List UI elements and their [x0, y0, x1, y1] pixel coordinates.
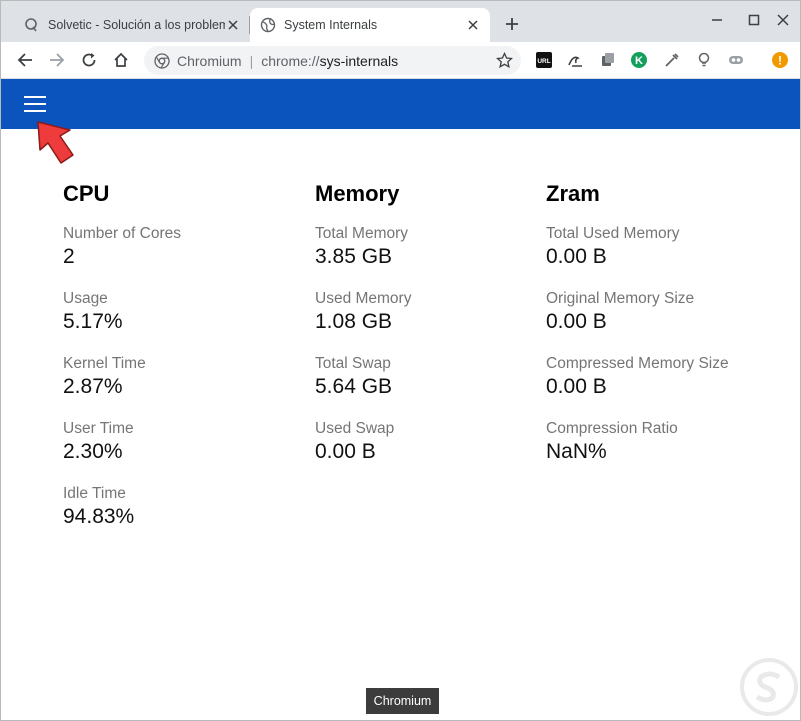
svg-text:URL: URL: [537, 58, 550, 65]
cpu-section: CPU Number of Cores 2 Usage 5.17% Kernel T…: [63, 181, 181, 549]
close-icon[interactable]: [465, 17, 481, 33]
copy-extension-icon[interactable]: [599, 51, 617, 69]
close-icon: [777, 14, 789, 26]
chromium-icon: [154, 52, 170, 69]
bulb-extension-icon[interactable]: [695, 51, 713, 69]
pointer-arrow-icon: [37, 121, 74, 164]
metric-usage: Usage 5.17%: [63, 290, 123, 333]
metric-idle-time: Idle Time 94.83%: [63, 485, 135, 528]
metric-user-time: User Time 2.30%: [63, 420, 134, 463]
alert-extension-icon[interactable]: !: [771, 51, 789, 69]
eyedropper-extension-icon[interactable]: [663, 51, 681, 69]
metric-number-of-cores: Number of Cores 2: [63, 225, 182, 268]
watermark-logo-icon: [740, 658, 798, 716]
url-scheme: chrome://: [261, 52, 320, 69]
minimize-icon: [712, 19, 722, 21]
tab-solvetic[interactable]: Solvetic - Solución a los problem: [14, 8, 250, 42]
section-title: Zram: [546, 181, 600, 206]
tab-strip: Solvetic - Solución a los problem System…: [1, 1, 800, 42]
maximize-icon: [748, 14, 760, 26]
solvetic-icon: [24, 17, 40, 33]
forward-button[interactable]: [45, 48, 69, 72]
address-separator: |: [249, 52, 254, 69]
tab-title: System Internals: [284, 18, 378, 32]
minimize-button[interactable]: [707, 10, 727, 30]
url-extension-icon[interactable]: URL: [535, 51, 553, 69]
tab-system-internals[interactable]: System Internals: [250, 8, 490, 42]
wave-extension-icon[interactable]: [567, 51, 585, 69]
metric-kernel-time: Kernel Time 2.87%: [63, 355, 146, 398]
metric-used-memory: Used Memory 1.08 GB: [315, 290, 412, 333]
tooltip: Chromium: [366, 688, 439, 714]
forward-arrow-icon: [50, 53, 65, 67]
plus-icon: [506, 18, 518, 30]
tab-divider: [249, 16, 250, 34]
k-extension-icon[interactable]: K: [630, 51, 648, 69]
section-title: CPU: [63, 181, 110, 206]
metric-compressed-memory-size: Compressed Memory Size 0.00 B: [546, 355, 729, 398]
close-icon[interactable]: [225, 17, 241, 33]
metric-compression-ratio: Compression Ratio NaN%: [546, 420, 678, 463]
memory-section: Memory Total Memory 3.85 GB Used Memory 1.…: [315, 181, 411, 484]
metric-original-memory-size: Original Memory Size 0.00 B: [546, 290, 695, 333]
metric-used-swap: Used Swap 0.00 B: [315, 420, 395, 463]
svg-text:!: !: [778, 54, 782, 68]
menu-icon-bar: [24, 110, 46, 112]
metric-total-swap: Total Swap 5.64 GB: [315, 355, 393, 398]
reload-icon: [82, 53, 96, 67]
menu-icon-bar: [24, 96, 46, 98]
metric-total-used-memory: Total Used Memory 0.00 B: [546, 225, 680, 268]
back-arrow-icon: [17, 53, 32, 67]
maximize-button[interactable]: [744, 10, 764, 30]
url-host: sys-internals: [319, 52, 399, 69]
menu-icon-bar: [24, 103, 46, 105]
metric-total-memory: Total Memory 3.85 GB: [315, 225, 409, 268]
site-chip-label: Chromium: [177, 52, 242, 69]
new-tab-button[interactable]: [501, 13, 523, 35]
globe-icon: [260, 17, 276, 33]
home-button[interactable]: [109, 48, 133, 72]
app-header: [1, 79, 800, 129]
zram-section: Zram Total Used Memory 0.00 B Original Me…: [546, 181, 729, 484]
tab-title: Solvetic - Solución a los problem: [48, 18, 225, 32]
reload-button[interactable]: [77, 48, 101, 72]
home-icon: [114, 52, 128, 67]
section-title: Memory: [315, 181, 400, 206]
browser-toolbar: Chromium | chrome:// sys-internals URL K: [1, 42, 800, 79]
svg-text:K: K: [635, 55, 643, 67]
address-bar[interactable]: Chromium | chrome:// sys-internals: [144, 46, 521, 75]
close-window-button[interactable]: [773, 10, 793, 30]
back-button[interactable]: [13, 48, 37, 72]
link-extension-icon[interactable]: [727, 51, 745, 69]
hamburger-menu-button[interactable]: [21, 92, 51, 116]
bookmark-star-icon[interactable]: [495, 51, 514, 69]
